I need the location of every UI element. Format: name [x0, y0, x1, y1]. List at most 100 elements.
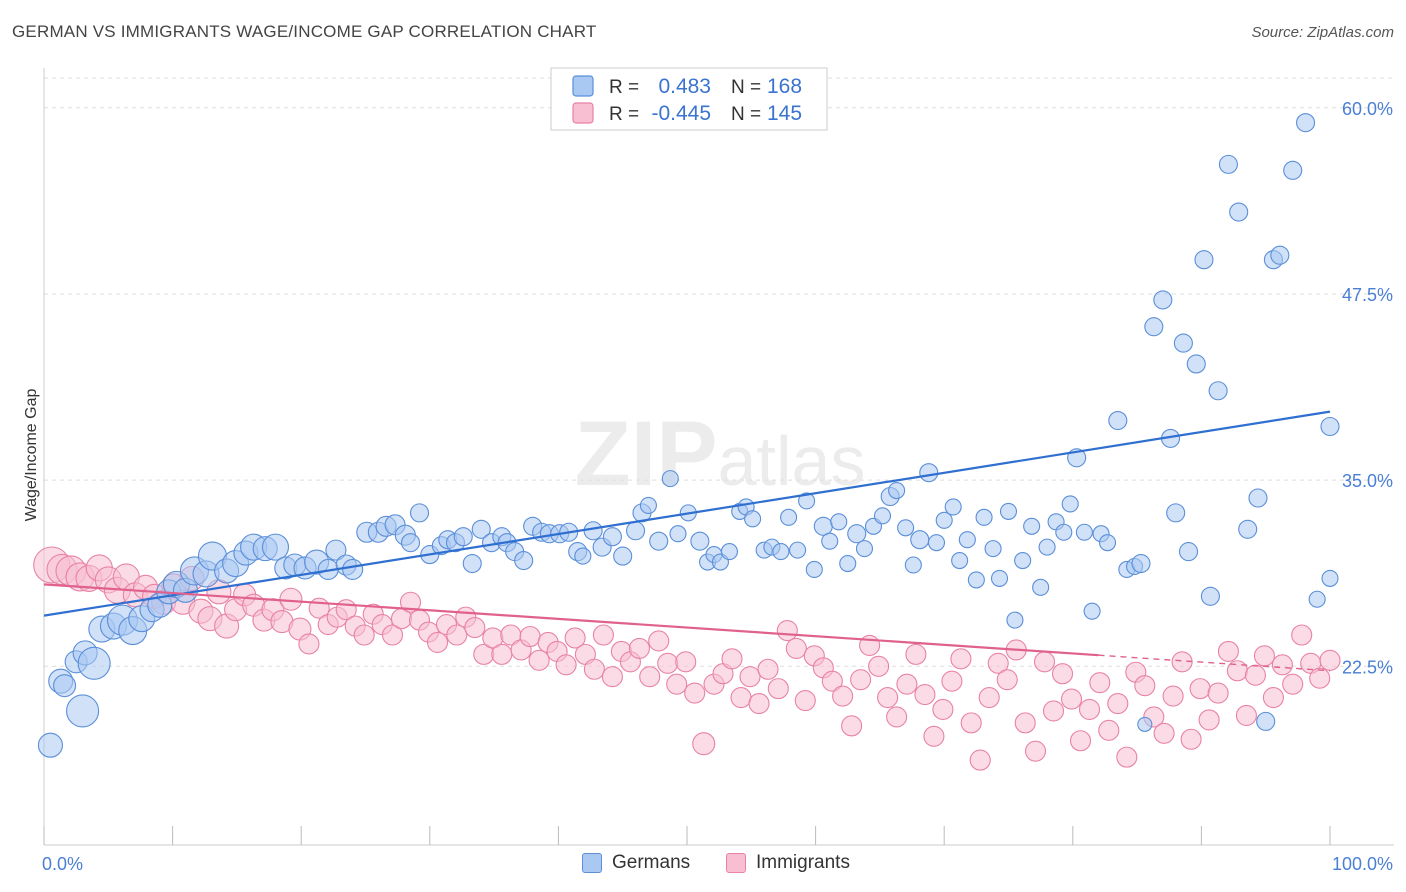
axes [43, 68, 1394, 846]
trend-lines [43, 410, 1331, 672]
germans-point-147 [1308, 590, 1326, 608]
germans-point-85 [805, 560, 823, 579]
germans-point-60 [583, 521, 603, 541]
immigrants-point-42 [426, 631, 449, 654]
immigrants-point-138 [1309, 667, 1331, 689]
immigrants-point-74 [721, 648, 743, 670]
germans-point-89 [839, 554, 857, 573]
immigrants-point-114 [1089, 672, 1111, 694]
immigrants-point-104 [996, 669, 1018, 691]
germans-points [37, 113, 1340, 758]
immigrants-point-80 [776, 619, 798, 642]
stats-r-label-2: R = [609, 104, 639, 125]
germans-point-149 [1321, 569, 1339, 587]
stats-legend-frame [550, 67, 828, 131]
stats-n-label-1: N = [731, 77, 761, 98]
legend-swatch-immigrants [726, 853, 746, 873]
germans-point-123 [1108, 410, 1128, 431]
germans-point-135 [1194, 250, 1214, 270]
germans-point-88 [830, 513, 848, 531]
germans-point-132 [1173, 333, 1193, 353]
y-axis-label: Wage/Income Gap [23, 389, 40, 522]
immigrants-point-98 [941, 670, 963, 692]
germans-point-146 [1296, 113, 1316, 133]
watermark-atlas: atlas [718, 422, 866, 500]
immigrants-point-85 [821, 670, 843, 692]
germans-point-133 [1178, 542, 1199, 562]
germans-point-5 [77, 646, 111, 680]
immigrants-point-77 [748, 692, 770, 715]
germans-point-110 [1006, 611, 1024, 629]
y-tick-label-1: 35.0% [1342, 471, 1393, 491]
immigrants-point-128 [1217, 640, 1239, 662]
immigrants-point-139 [1319, 649, 1341, 671]
immigrants-point-116 [1107, 692, 1129, 715]
germans-point-64 [626, 521, 646, 541]
germans-point-101 [935, 511, 953, 529]
germans-point-111 [1014, 551, 1032, 570]
germans-point-106 [975, 508, 993, 526]
immigrants-point-92 [886, 706, 908, 728]
immigrants-trend-extension [1098, 654, 1331, 672]
immigrants-point-91 [877, 687, 899, 709]
immigrants-point-71 [692, 732, 716, 756]
legend-item-immigrants[interactable]: Immigrants [726, 852, 850, 874]
germans-point-66 [639, 496, 657, 514]
immigrants-point-125 [1189, 678, 1211, 700]
germans-point-113 [1032, 578, 1050, 596]
germans-point-52 [514, 550, 534, 571]
germans-point-105 [967, 571, 985, 589]
immigrants-point-117 [1116, 746, 1138, 768]
immigrants-point-90 [868, 655, 890, 677]
germans-point-128 [1144, 317, 1164, 337]
immigrants-point-52 [519, 625, 541, 648]
immigrants-point-121 [1153, 722, 1175, 744]
immigrants-point-69 [675, 651, 697, 673]
legend-item-germans[interactable]: Germans [582, 852, 690, 874]
germans-point-119 [1075, 523, 1093, 541]
germans-point-127 [1137, 716, 1153, 732]
germans-point-134 [1186, 354, 1206, 374]
source-attribution: Source: ZipAtlas.com [1251, 24, 1394, 41]
immigrants-point-107 [1024, 740, 1047, 762]
immigrants-point-109 [1042, 700, 1065, 722]
immigrants-point-86 [832, 685, 854, 707]
immigrants-point-101 [969, 749, 991, 771]
germans-point-96 [897, 519, 915, 537]
immigrants-point-60 [592, 624, 614, 646]
germans-point-103 [951, 551, 969, 570]
immigrants-point-134 [1271, 654, 1293, 676]
immigrants-point-133 [1262, 687, 1284, 709]
germans-point-31 [325, 539, 347, 561]
germans-point-98 [910, 530, 930, 550]
germans-point-122 [1098, 534, 1117, 552]
germans-point-62 [602, 527, 622, 547]
germans-point-129 [1153, 290, 1173, 310]
immigrants-point-110 [1051, 663, 1074, 685]
germans-point-104 [958, 531, 976, 549]
germans-point-71 [690, 531, 710, 551]
immigrants-point-130 [1235, 704, 1257, 726]
germans-point-47 [471, 519, 491, 539]
germans-trend-line [43, 410, 1331, 617]
legend-label-immigrants: Immigrants [756, 852, 850, 873]
germans-point-102 [944, 498, 962, 516]
immigrants-point-78 [757, 658, 779, 680]
immigrants-point-113 [1078, 698, 1101, 721]
immigrants-point-126 [1198, 709, 1220, 731]
germans-point-46 [462, 553, 482, 574]
germans-point-40 [409, 503, 430, 523]
immigrants-point-79 [767, 678, 789, 700]
germans-point-99 [919, 463, 939, 483]
stats-n-value-2: 145 [767, 102, 802, 125]
immigrants-point-61 [601, 666, 623, 688]
immigrants-trend-line [43, 583, 1099, 657]
immigrants-point-67 [657, 652, 679, 674]
immigrants-point-108 [1033, 651, 1056, 673]
immigrants-point-135 [1282, 673, 1304, 695]
stats-n-label-2: N = [731, 104, 761, 125]
y-tick-label-3: 60.0% [1342, 99, 1393, 119]
germans-point-82 [780, 508, 798, 526]
chart-title: GERMAN VS IMMIGRANTS WAGE/INCOME GAP COR… [12, 22, 597, 41]
